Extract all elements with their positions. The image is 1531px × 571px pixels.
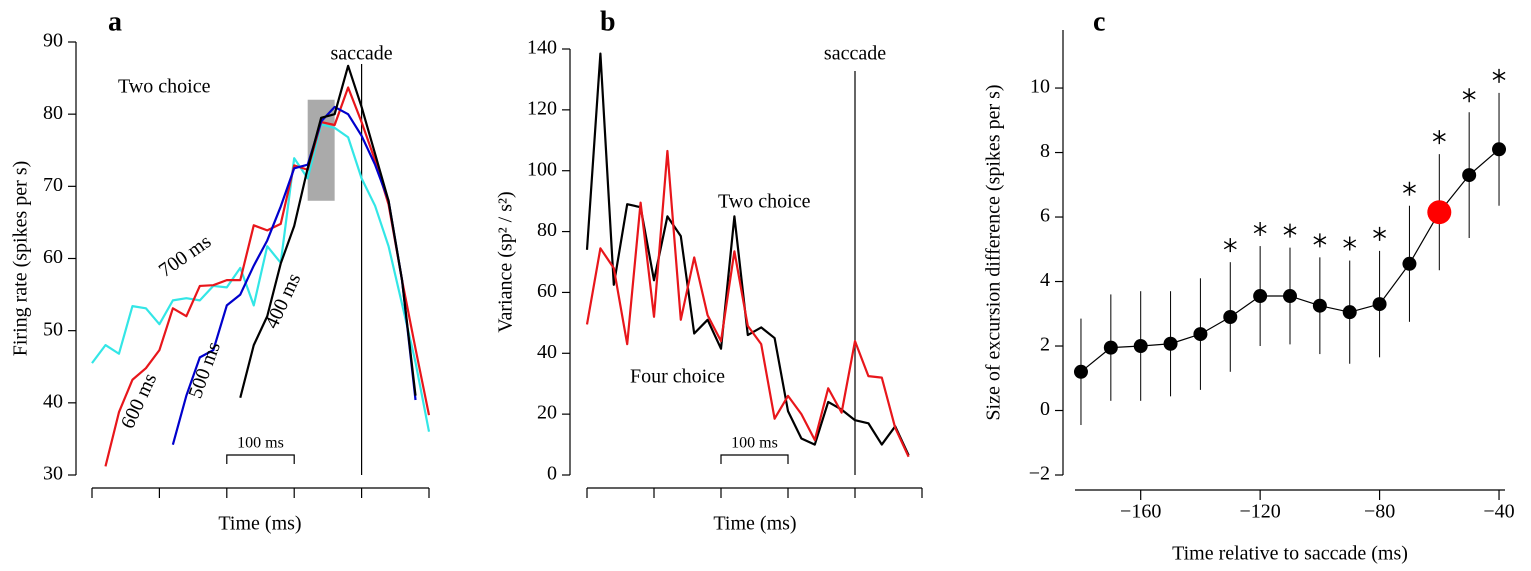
x-axis-label: Time relative to saccade (ms) bbox=[1172, 543, 1408, 565]
data-point bbox=[1073, 364, 1088, 379]
data-point bbox=[1253, 289, 1268, 304]
series-label: 700 ms bbox=[155, 230, 216, 282]
significance-star bbox=[1492, 68, 1506, 83]
significance-star bbox=[1223, 238, 1237, 253]
y-axis-label: Firing rate (spikes per s) bbox=[10, 161, 32, 357]
y-tick-label: 70 bbox=[43, 174, 63, 196]
series-label: Four choice bbox=[630, 366, 725, 388]
significance-star bbox=[1432, 130, 1446, 145]
x-tick-label: −160 bbox=[1120, 501, 1161, 523]
y-tick-label: 40 bbox=[43, 390, 63, 412]
y-tick-label: 90 bbox=[43, 30, 63, 52]
significance-star bbox=[1462, 88, 1476, 103]
data-point bbox=[1103, 340, 1118, 355]
significance-star bbox=[1373, 226, 1386, 241]
y-tick-label: 0 bbox=[1040, 398, 1050, 420]
y-tick-label: 8 bbox=[1040, 140, 1050, 162]
x-tick-label: −120 bbox=[1239, 501, 1280, 523]
panel-letter: c bbox=[1093, 6, 1105, 37]
y-tick-label: 80 bbox=[43, 102, 63, 124]
significance-star bbox=[1283, 223, 1297, 238]
y-tick-label: 100 bbox=[527, 158, 557, 180]
y-axis-label: Size of excursion difference (spikes per… bbox=[983, 84, 1005, 420]
significance-star bbox=[1343, 236, 1357, 251]
y-tick-label: 30 bbox=[43, 463, 63, 485]
data-point bbox=[1312, 298, 1327, 313]
series-line bbox=[585, 149, 910, 458]
data-point bbox=[1462, 168, 1477, 183]
data-point bbox=[1223, 309, 1238, 324]
series-label: 400 ms bbox=[261, 270, 306, 332]
data-point bbox=[1402, 256, 1417, 271]
series-label: 500 ms bbox=[184, 339, 225, 402]
y-tick-label: 20 bbox=[537, 402, 557, 424]
y-tick-label: 10 bbox=[1030, 76, 1050, 98]
data-point bbox=[1342, 305, 1357, 320]
y-tick-label: 50 bbox=[43, 318, 63, 340]
significance-star bbox=[1403, 181, 1416, 196]
series-line bbox=[171, 105, 417, 445]
x-tick-label: −40 bbox=[1483, 501, 1514, 523]
y-tick-label: 0 bbox=[547, 463, 557, 485]
scale-bar bbox=[720, 454, 789, 464]
panel-letter: a bbox=[108, 6, 122, 37]
y-tick-label: 4 bbox=[1040, 269, 1050, 291]
y-tick-label: 6 bbox=[1040, 205, 1050, 227]
y-axis-label: Variance (sp² / s²) bbox=[495, 191, 517, 332]
scale-bar-label: 100 ms bbox=[731, 435, 778, 452]
x-tick-label: −80 bbox=[1364, 501, 1395, 523]
data-point bbox=[1193, 327, 1208, 342]
y-tick-label: 140 bbox=[527, 37, 557, 59]
y-tick-label: −2 bbox=[1029, 463, 1050, 485]
saccade-label: saccade bbox=[824, 43, 886, 65]
data-point bbox=[1133, 339, 1148, 354]
y-tick-label: 120 bbox=[527, 97, 557, 119]
significance-star bbox=[1253, 222, 1267, 237]
scale-bar bbox=[226, 454, 295, 464]
scale-bar-label: 100 ms bbox=[237, 435, 284, 452]
annotation: Two choice bbox=[118, 76, 211, 98]
panel-letter: b bbox=[600, 6, 616, 37]
y-tick-label: 80 bbox=[537, 219, 557, 241]
data-point bbox=[1427, 200, 1452, 225]
y-tick-label: 40 bbox=[537, 341, 557, 363]
x-axis-label: Time (ms) bbox=[218, 513, 301, 535]
data-point bbox=[1163, 336, 1178, 351]
series-line bbox=[239, 64, 417, 399]
data-point bbox=[1372, 297, 1387, 312]
saccade-label: saccade bbox=[331, 43, 393, 65]
series-line bbox=[104, 86, 431, 467]
data-point bbox=[1283, 289, 1297, 304]
series-line bbox=[91, 123, 431, 432]
x-axis-label: Time (ms) bbox=[713, 513, 796, 535]
significance-star bbox=[1313, 233, 1327, 248]
y-tick-label: 60 bbox=[43, 246, 63, 268]
y-tick-label: 2 bbox=[1040, 334, 1050, 356]
data-point bbox=[1492, 142, 1507, 157]
series-label: Two choice bbox=[718, 191, 811, 213]
y-tick-label: 60 bbox=[537, 280, 557, 302]
